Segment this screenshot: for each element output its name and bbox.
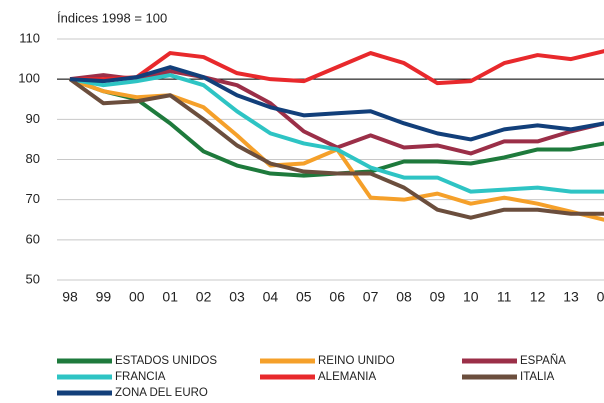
y-tick-label: 70 [26, 191, 40, 206]
x-tick-label: 07 [363, 289, 379, 305]
x-tick-label: 06 [329, 289, 345, 305]
chart-title: Índices 1998 = 100 [57, 10, 167, 25]
series-line [68, 77, 604, 220]
y-tick-label: 50 [26, 271, 40, 286]
x-tick-label: 02 [196, 289, 212, 305]
x-tick-label: 04 [263, 289, 279, 305]
y-tick-label: 100 [18, 71, 40, 86]
legend-label: FRANCIA [115, 371, 166, 383]
x-tick-label: 99 [96, 289, 112, 305]
legend-label: REINO UNIDO [318, 355, 395, 367]
series-line [69, 73, 604, 194]
x-tick-label: 01 [162, 289, 178, 305]
x-tick-label: 98 [62, 289, 78, 305]
y-tick-label: 110 [19, 30, 40, 45]
series-line [69, 65, 604, 142]
legend-label: ITALIA [520, 371, 555, 383]
legend-label: ESPAÑA [520, 354, 566, 367]
x-tick-label: 09 [430, 289, 446, 305]
x-tick-label: 11 [497, 289, 512, 305]
y-tick-label: 60 [26, 231, 40, 246]
x-tick-label: 03 [229, 289, 245, 305]
x-tick-label: 12 [530, 289, 546, 305]
legend-label: ESTADOS UNIDOS [115, 355, 217, 367]
x-tick-label: 00 [129, 289, 145, 305]
x-tick-label: 00 [597, 289, 604, 305]
legend-label: ZONA DEL EURO [115, 387, 208, 399]
x-tick-label: 05 [296, 289, 312, 305]
x-tick-label: 10 [463, 289, 479, 305]
y-tick-label: 80 [26, 151, 40, 166]
series-line [70, 49, 604, 86]
x-tick-label: 13 [563, 289, 579, 305]
legend-label: ALEMANIA [318, 371, 376, 383]
y-tick-label: 90 [26, 111, 40, 126]
x-tick-label: 08 [396, 289, 412, 305]
